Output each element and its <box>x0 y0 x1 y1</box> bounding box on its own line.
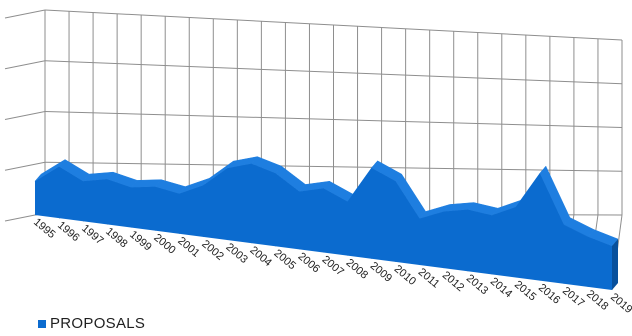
x-tick-label: 2002 <box>199 238 225 263</box>
x-tick-label: 2009 <box>368 260 394 285</box>
x-tick-label: 2016 <box>536 282 562 307</box>
x-tick-label: 1998 <box>103 225 129 250</box>
x-tick-label: 2007 <box>320 254 346 279</box>
x-tick-label: 2000 <box>151 232 177 257</box>
gridline-horizontal <box>44 161 623 172</box>
x-tick-label: 2014 <box>488 275 514 300</box>
legend-swatch <box>38 319 46 328</box>
gridline-horizontal <box>44 9 623 41</box>
x-tick-label: 2013 <box>464 272 490 297</box>
x-tick-label: 2012 <box>440 269 466 294</box>
gridline-horizontal <box>44 60 623 85</box>
x-tick-label: 1995 <box>31 216 57 241</box>
x-tick-label: 2006 <box>296 250 322 275</box>
x-tick-label: 2011 <box>416 266 442 290</box>
gridline-side <box>4 9 46 19</box>
legend-label: PROPOSALS <box>50 315 146 332</box>
x-tick-label: 1996 <box>55 219 81 244</box>
x-tick-label: 2001 <box>175 235 201 260</box>
x-tick-label: 2005 <box>271 247 297 272</box>
gridlines <box>4 9 623 291</box>
x-tick-label: 1997 <box>79 222 105 247</box>
gridline-side <box>4 161 46 171</box>
area-series-proposals <box>34 156 619 290</box>
x-tick-label: 2010 <box>392 263 418 288</box>
x-tick-label: 2015 <box>512 279 538 304</box>
x-tick-label: 2017 <box>560 285 586 310</box>
x-tick-label: 2004 <box>247 244 273 269</box>
x-tick-label: 2003 <box>223 241 249 266</box>
x-tick-label: 2008 <box>344 257 370 282</box>
gridline-horizontal <box>44 111 623 128</box>
x-tick-label: 1999 <box>127 229 153 254</box>
gridline-side <box>4 111 46 120</box>
area-front-face <box>35 163 612 290</box>
area-side-cap <box>612 239 618 290</box>
legend: PROPOSALS <box>38 315 145 332</box>
x-tick-label: 2019 <box>608 291 632 316</box>
gridline-side <box>4 60 46 70</box>
x-tick-label: 2018 <box>584 288 610 313</box>
